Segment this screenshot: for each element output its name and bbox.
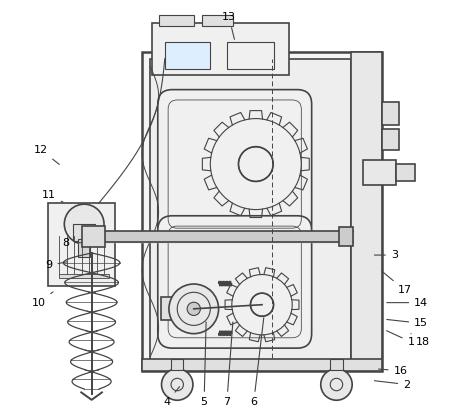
Bar bbox=[48, 203, 115, 286]
Bar bbox=[351, 52, 382, 371]
Text: 8: 8 bbox=[62, 238, 81, 248]
Bar bbox=[73, 224, 95, 241]
Text: 1: 1 bbox=[387, 331, 414, 347]
Bar bbox=[152, 23, 289, 75]
Bar bbox=[158, 15, 194, 25]
Bar bbox=[161, 297, 189, 320]
Bar bbox=[396, 164, 415, 181]
Bar bbox=[142, 52, 382, 371]
Circle shape bbox=[321, 369, 352, 400]
Text: 12: 12 bbox=[34, 144, 59, 164]
Bar bbox=[382, 129, 399, 149]
Bar bbox=[59, 273, 109, 278]
Circle shape bbox=[187, 302, 201, 315]
Circle shape bbox=[169, 284, 219, 334]
Text: 15: 15 bbox=[387, 318, 428, 328]
Text: 5: 5 bbox=[201, 322, 207, 407]
Text: 16: 16 bbox=[378, 366, 407, 376]
Bar bbox=[330, 359, 343, 370]
Bar bbox=[165, 42, 210, 69]
Text: 11: 11 bbox=[42, 190, 63, 202]
FancyBboxPatch shape bbox=[158, 216, 312, 348]
Circle shape bbox=[64, 204, 104, 244]
Bar bbox=[227, 42, 274, 69]
Bar bbox=[82, 226, 105, 247]
Text: 7: 7 bbox=[223, 322, 233, 407]
FancyBboxPatch shape bbox=[158, 90, 312, 239]
Bar bbox=[78, 239, 91, 257]
Text: 10: 10 bbox=[32, 292, 53, 308]
Text: 13: 13 bbox=[222, 12, 236, 39]
Circle shape bbox=[162, 369, 193, 400]
Text: 9: 9 bbox=[45, 260, 67, 271]
Text: 3: 3 bbox=[374, 250, 398, 260]
Bar bbox=[142, 359, 382, 371]
Bar bbox=[150, 59, 351, 361]
Bar bbox=[363, 160, 396, 185]
Text: 14: 14 bbox=[387, 298, 428, 308]
Bar bbox=[382, 102, 399, 125]
Text: 6: 6 bbox=[250, 318, 264, 407]
Text: 2: 2 bbox=[374, 380, 410, 390]
Bar bbox=[202, 15, 233, 25]
Text: 17: 17 bbox=[382, 271, 412, 295]
Bar bbox=[339, 227, 353, 246]
Bar bbox=[171, 359, 183, 370]
Text: 18: 18 bbox=[411, 334, 431, 347]
Text: 4: 4 bbox=[164, 387, 180, 407]
